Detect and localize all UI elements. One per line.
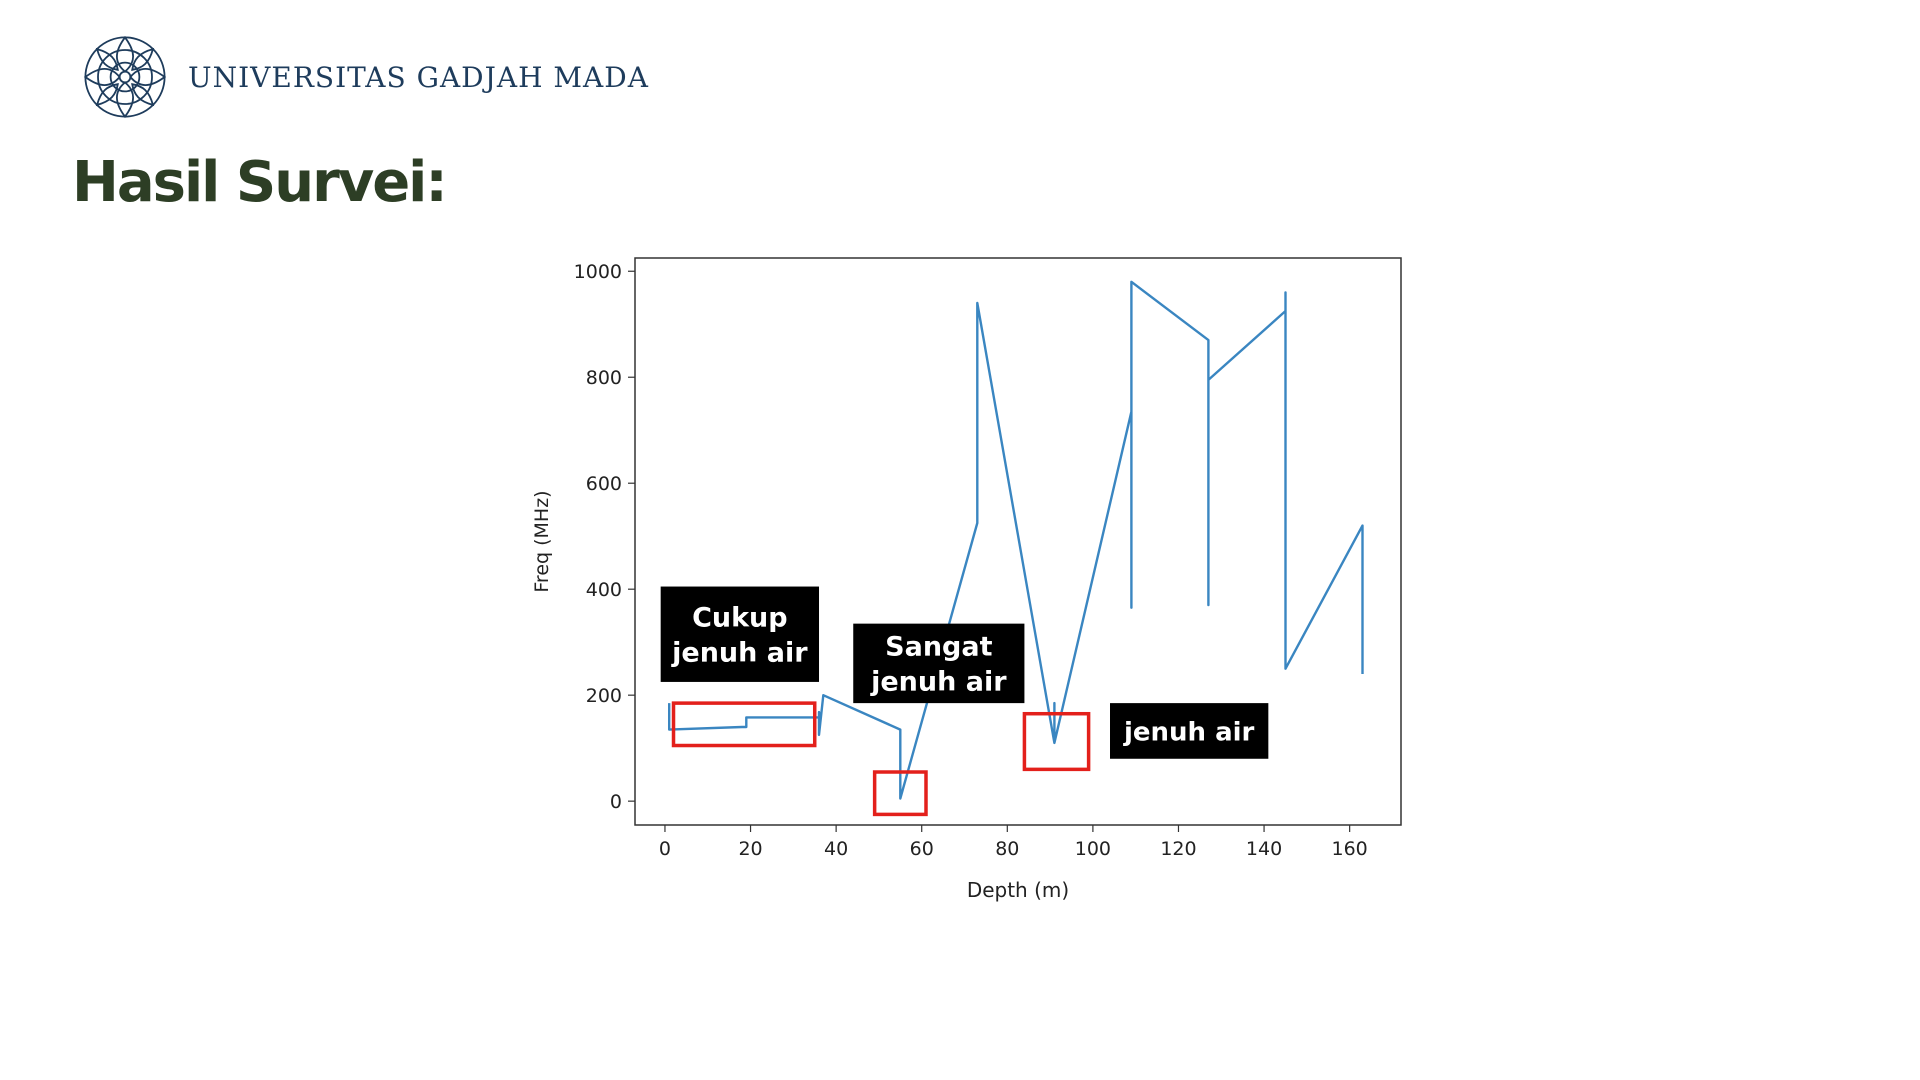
annotation-layer: Cukup jenuh air Sangat jenuh air jenuh air: [660, 586, 1269, 817]
x-tick-label: 120: [1160, 838, 1196, 860]
x-axis-label: Depth (m): [967, 878, 1069, 902]
annotation-text: jenuh air: [671, 638, 808, 669]
series-layer: [668, 280, 1364, 800]
x-tick-label: 40: [824, 838, 848, 860]
highlight-box-3: [1022, 711, 1091, 772]
annotation-text: Cukup: [692, 602, 788, 633]
y-tick-label: 800: [586, 367, 622, 389]
x-tick-label: 80: [995, 838, 1019, 860]
y-axis-label: Freq (MHz): [531, 490, 553, 592]
series-line: [668, 280, 1364, 800]
x-tick-label: 20: [738, 838, 762, 860]
x-tick-label: 0: [659, 838, 671, 860]
annotation-text: jenuh air: [1123, 717, 1255, 747]
annotation-text: Sangat: [885, 632, 992, 663]
axis-ticks: 0 20 40 60 80 100 120 140 160 0 200 400 600 800 1000: [574, 261, 1368, 860]
highlight-box-1: [671, 701, 817, 748]
x-tick-label: 140: [1246, 838, 1282, 860]
slide-title: Hasil Survei:: [72, 150, 448, 215]
annotation-box: [1110, 703, 1269, 759]
y-tick-label: 1000: [574, 261, 622, 283]
x-tick-label: 60: [910, 838, 934, 860]
axis-labels: Depth (m) Freq (MHz): [531, 490, 1069, 902]
y-tick-label: 200: [586, 685, 622, 707]
highlight-box-2: [872, 770, 928, 817]
header: UNIVERSITAS GADJAH MADA: [80, 32, 649, 122]
university-name: UNIVERSITAS GADJAH MADA: [188, 60, 649, 94]
y-tick-label: 400: [586, 579, 622, 601]
annotation-box: [660, 586, 820, 682]
y-tick-label: 600: [586, 473, 622, 495]
x-tick-label: 160: [1332, 838, 1368, 860]
ugm-seal-icon: [83, 35, 167, 119]
annotation-box: [853, 623, 1025, 704]
annotation-text: jenuh air: [870, 667, 1007, 698]
x-tick-label: 100: [1075, 838, 1111, 860]
y-tick-label: 0: [610, 791, 622, 813]
